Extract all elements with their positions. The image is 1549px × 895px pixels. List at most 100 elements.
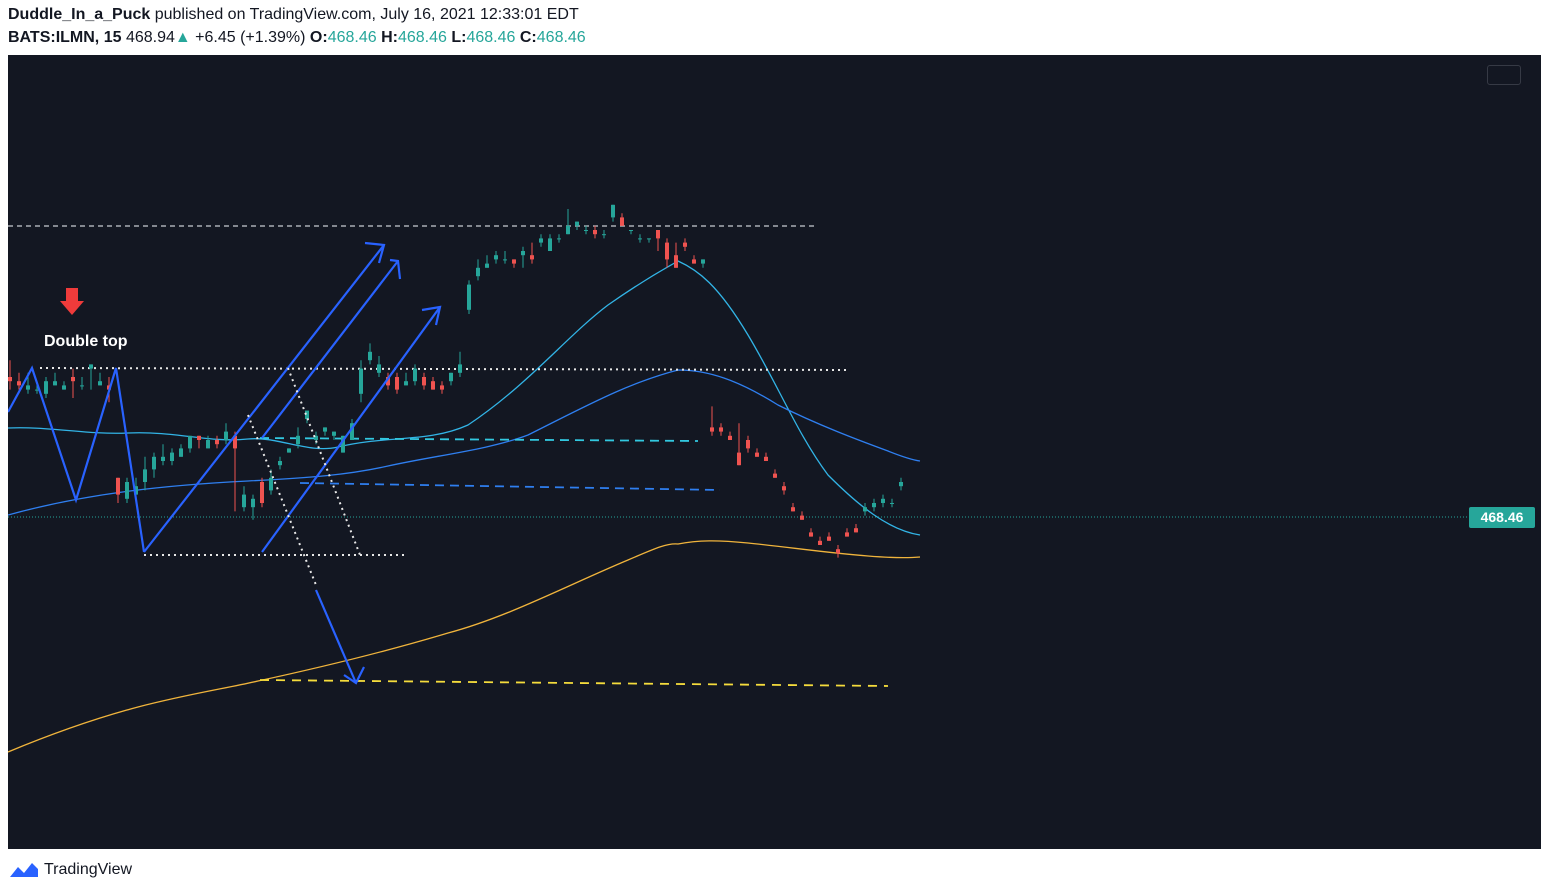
candle-body <box>800 515 804 520</box>
candle-body <box>53 381 57 386</box>
double-top-zigzag <box>8 365 146 553</box>
candle-body <box>494 255 498 260</box>
candle-body <box>566 225 570 235</box>
arrowhead-2 <box>389 258 402 280</box>
candle-body <box>620 217 624 226</box>
author-name[interactable]: Duddle_In_a_Puck <box>8 6 151 23</box>
candle-body <box>881 498 885 503</box>
price-change: +6.45 (+1.39%) <box>195 29 306 46</box>
candle-body <box>8 377 12 382</box>
candle-body <box>818 540 822 545</box>
candle-body <box>215 440 219 445</box>
candle-body <box>35 389 39 391</box>
symbol-label: BATS:ILMN, 15 <box>8 29 122 46</box>
candle-body <box>296 435 300 445</box>
candle-body <box>656 230 660 239</box>
candle-body <box>404 381 408 386</box>
candle-body <box>593 230 597 235</box>
candle-body <box>584 230 588 231</box>
candle-body <box>305 410 309 419</box>
candle-body <box>782 486 786 491</box>
candle-body <box>737 452 741 466</box>
last-price: 468.94 <box>125 29 175 46</box>
candles <box>8 204 903 558</box>
candle-body <box>746 440 750 449</box>
candle-body <box>71 377 75 382</box>
candle-body <box>827 536 831 541</box>
channel-line-2 <box>261 260 399 439</box>
candle-body <box>341 435 345 453</box>
chart-area[interactable]: Double top 468.46 <box>8 55 1541 849</box>
arrowhead-3 <box>421 305 442 326</box>
horizontal-levels <box>8 225 1469 687</box>
candle-body <box>611 204 615 218</box>
pattern-drawings <box>8 241 442 685</box>
candle-body <box>773 473 777 478</box>
candle-body <box>575 221 579 226</box>
candle-body <box>386 377 390 386</box>
candle-body <box>179 448 183 457</box>
candle-body <box>458 364 462 373</box>
candle-body <box>548 238 552 251</box>
candle-body <box>233 435 237 449</box>
price-chart[interactable]: Double top <box>8 55 1541 849</box>
candle-body <box>116 477 120 495</box>
publish-line: Duddle_In_a_Puck published on TradingVie… <box>8 6 579 24</box>
candle-body <box>476 267 480 277</box>
candle-body <box>161 456 165 461</box>
candle-body <box>890 503 894 504</box>
candle-body <box>701 259 705 264</box>
candle-body <box>629 230 633 231</box>
candle-body <box>368 351 372 361</box>
open-label: O: <box>309 29 328 46</box>
double-top-marker: Double top <box>44 288 128 350</box>
candle-body <box>521 251 525 256</box>
candle-body <box>728 435 732 440</box>
ma-fast-line <box>8 260 921 536</box>
candle-body <box>314 435 318 440</box>
candle-body <box>26 385 30 390</box>
candle-body <box>206 440 210 449</box>
red-down-arrow-icon <box>60 288 84 315</box>
candle-body <box>431 381 435 390</box>
candle-body <box>332 431 336 436</box>
candle-body <box>710 427 714 432</box>
candle-body <box>197 435 201 440</box>
candle-body <box>845 532 849 537</box>
candle-body <box>503 259 507 261</box>
candle-body <box>125 482 129 499</box>
tradingview-brand[interactable]: TradingView <box>44 861 133 878</box>
candle-body <box>854 528 858 533</box>
double-top-label: Double top <box>44 333 128 350</box>
candle-body <box>665 242 669 260</box>
open-value: 468.46 <box>327 29 377 46</box>
candle-body <box>170 452 174 461</box>
published-text: published on TradingView.com, July 16, 2… <box>154 6 579 23</box>
low-value: 468.46 <box>466 29 516 46</box>
candle-body <box>413 368 417 382</box>
candle-body <box>89 364 93 369</box>
candle-body <box>188 435 192 449</box>
candle-body <box>836 549 840 554</box>
candle-body <box>422 377 426 386</box>
candle-body <box>251 498 255 508</box>
high-label: H: <box>381 29 398 46</box>
candle-body <box>791 507 795 512</box>
candle-body <box>80 385 84 387</box>
candle-body <box>260 482 264 503</box>
arrowhead-4 <box>343 666 365 685</box>
chart-settings-button[interactable] <box>1487 65 1521 85</box>
candle-body <box>530 255 534 260</box>
candle-body <box>98 381 102 386</box>
candle-body <box>269 477 273 491</box>
candle-body <box>377 364 381 373</box>
ma-mid-line <box>8 369 921 516</box>
candle-body <box>638 238 642 240</box>
candle-body <box>539 238 543 243</box>
candle-body <box>62 385 66 390</box>
candle-body <box>278 461 282 466</box>
channel-line-3 <box>261 306 441 553</box>
candle-body <box>449 372 453 382</box>
yellow-support-line <box>259 679 889 687</box>
candle-body <box>143 469 147 482</box>
